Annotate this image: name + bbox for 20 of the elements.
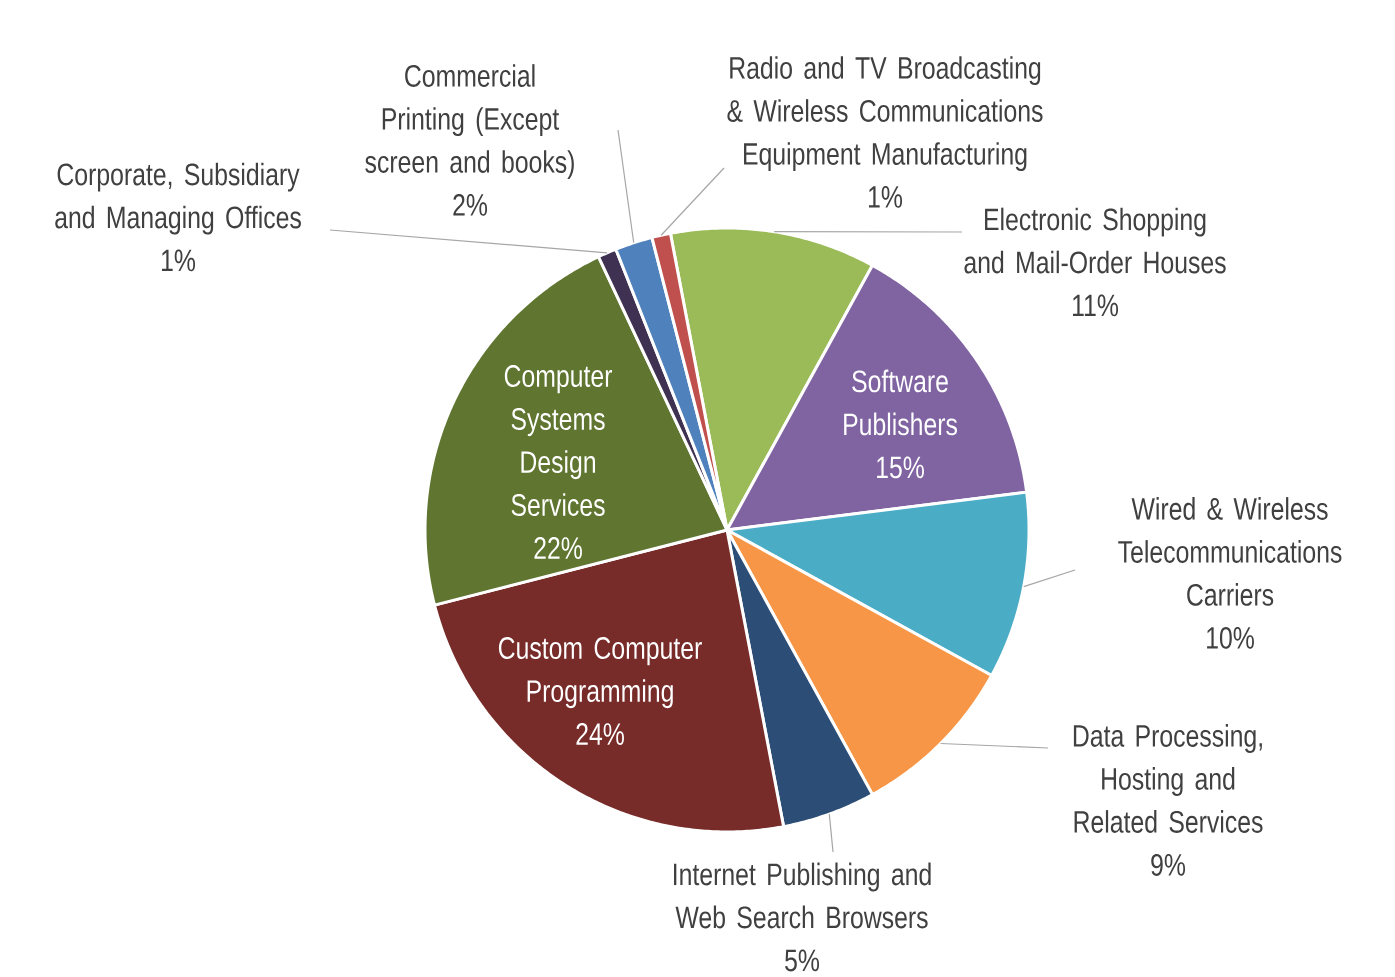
slice-label: Corporate, Subsidiary and Managing Offices <box>55 162 301 235</box>
slice-label: Electronic Shopping and Mail-Order Houses <box>964 207 1226 274</box>
slice-label: Data Processing, Hosting and Related Services <box>1073 724 1263 833</box>
slice-label: Custom Computer Programming <box>498 637 702 709</box>
data-label: 1% <box>161 249 196 272</box>
data-label: 11% <box>1073 294 1119 317</box>
data-label: 5% <box>785 949 820 972</box>
slice-label: Computer Systems Design Services <box>504 365 613 517</box>
data-label: 15% <box>877 456 924 479</box>
slice-label: Radio and TV Broadcasting & Wireless Communications Equipment Manufacturing <box>727 56 1043 172</box>
data-label: 10% <box>1207 626 1254 649</box>
data-label: 2% <box>453 193 488 216</box>
data-label: 22% <box>534 537 582 559</box>
data-label: 1% <box>868 186 903 208</box>
data-label: 9% <box>1151 853 1186 876</box>
data-label: 24% <box>576 723 624 745</box>
slice-label: Internet Publishing and Web Search Browsers <box>674 862 931 929</box>
slice-label: Commercial Printing (Except screen and books) <box>365 64 574 180</box>
slice-label: Software Publishers <box>844 369 957 436</box>
slice-label: Wired & Wireless Telecommunications Carriers <box>1118 497 1342 606</box>
